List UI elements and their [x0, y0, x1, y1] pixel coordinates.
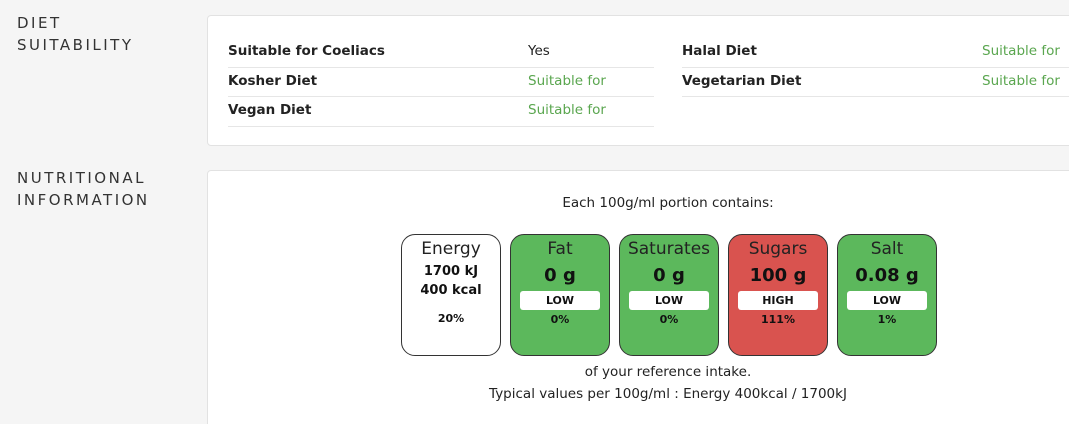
reference-intake-note: of your reference intake. — [584, 364, 752, 380]
reference-intake-percent: 0% — [659, 313, 679, 326]
sugars-box: Sugars 100 g HIGH 111% — [728, 234, 828, 356]
diet-row-vegan: Vegan Diet Suitable for — [228, 97, 654, 127]
energy-kcal: 400 kcal — [420, 283, 482, 298]
diet-value: Suitable for — [528, 102, 606, 118]
diet-row-kosher: Kosher Diet Suitable for — [228, 68, 654, 97]
level-badge: LOW — [629, 291, 709, 310]
diet-value: Suitable for — [982, 72, 1060, 89]
diet-column-right: Halal Diet Suitable for Vegetarian Diet … — [682, 38, 1069, 97]
typical-values-note: Typical values per 100g/ml : Energy 400k… — [489, 386, 847, 402]
diet-label-line2: SUITABILITY — [17, 36, 134, 54]
nutrient-amount: 0.08 g — [855, 265, 919, 286]
diet-value: Suitable for — [528, 72, 606, 89]
diet-name: Vegan Diet — [228, 102, 312, 118]
diet-suitability-label: DIET SUITABILITY — [17, 12, 134, 56]
diet-suitability-card: Suitable for Coeliacs Yes Kosher Diet Su… — [207, 15, 1069, 146]
diet-value: Yes — [528, 43, 550, 59]
nutritional-information-label: NUTRITIONAL INFORMATION — [17, 167, 150, 211]
nutrient-title: Saturates — [627, 239, 711, 259]
reference-intake-percent: 20% — [437, 312, 465, 325]
reference-intake-percent: 111% — [761, 313, 795, 326]
diet-row-halal: Halal Diet Suitable for — [682, 38, 1069, 68]
energy-kj: 1700 kJ — [423, 264, 479, 279]
level-badge: LOW — [520, 291, 600, 310]
diet-column-left: Suitable for Coeliacs Yes Kosher Diet Su… — [228, 38, 654, 127]
diet-name: Vegetarian Diet — [682, 72, 802, 89]
energy-box: Energy 1700 kJ 400 kcal 20% — [401, 234, 501, 356]
nutrient-title: Energy — [421, 239, 481, 259]
diet-value: Suitable for — [982, 43, 1060, 59]
diet-name: Kosher Diet — [228, 72, 318, 89]
nutrient-amount: 0 g — [544, 265, 576, 286]
traffic-light-labels: Energy 1700 kJ 400 kcal 20% Fat 0 g LOW … — [401, 234, 937, 356]
level-badge: LOW — [847, 291, 927, 310]
reference-intake-percent: 1% — [877, 313, 897, 326]
diet-name: Halal Diet — [682, 43, 757, 59]
diet-row-coeliacs: Suitable for Coeliacs Yes — [228, 38, 654, 68]
nutrient-amount: 100 g — [749, 265, 807, 286]
fat-box: Fat 0 g LOW 0% — [510, 234, 610, 356]
reference-intake-percent: 0% — [550, 313, 570, 326]
saturates-box: Saturates 0 g LOW 0% — [619, 234, 719, 356]
nutrition-label-line2: INFORMATION — [17, 191, 150, 209]
portion-intro: Each 100g/ml portion contains: — [562, 195, 774, 211]
diet-name: Suitable for Coeliacs — [228, 43, 385, 59]
diet-row-vegetarian: Vegetarian Diet Suitable for — [682, 68, 1069, 97]
nutrient-title: Fat — [547, 239, 573, 259]
nutrient-amount: 0 g — [653, 265, 685, 286]
diet-label-line1: DIET — [17, 14, 62, 32]
nutrient-title: Salt — [870, 239, 904, 259]
nutrition-label-line1: NUTRITIONAL — [17, 169, 146, 187]
level-badge: HIGH — [738, 291, 818, 310]
nutrient-title: Sugars — [748, 239, 808, 259]
salt-box: Salt 0.08 g LOW 1% — [837, 234, 937, 356]
nutritional-information-card: Each 100g/ml portion contains: Energy 17… — [207, 170, 1069, 424]
